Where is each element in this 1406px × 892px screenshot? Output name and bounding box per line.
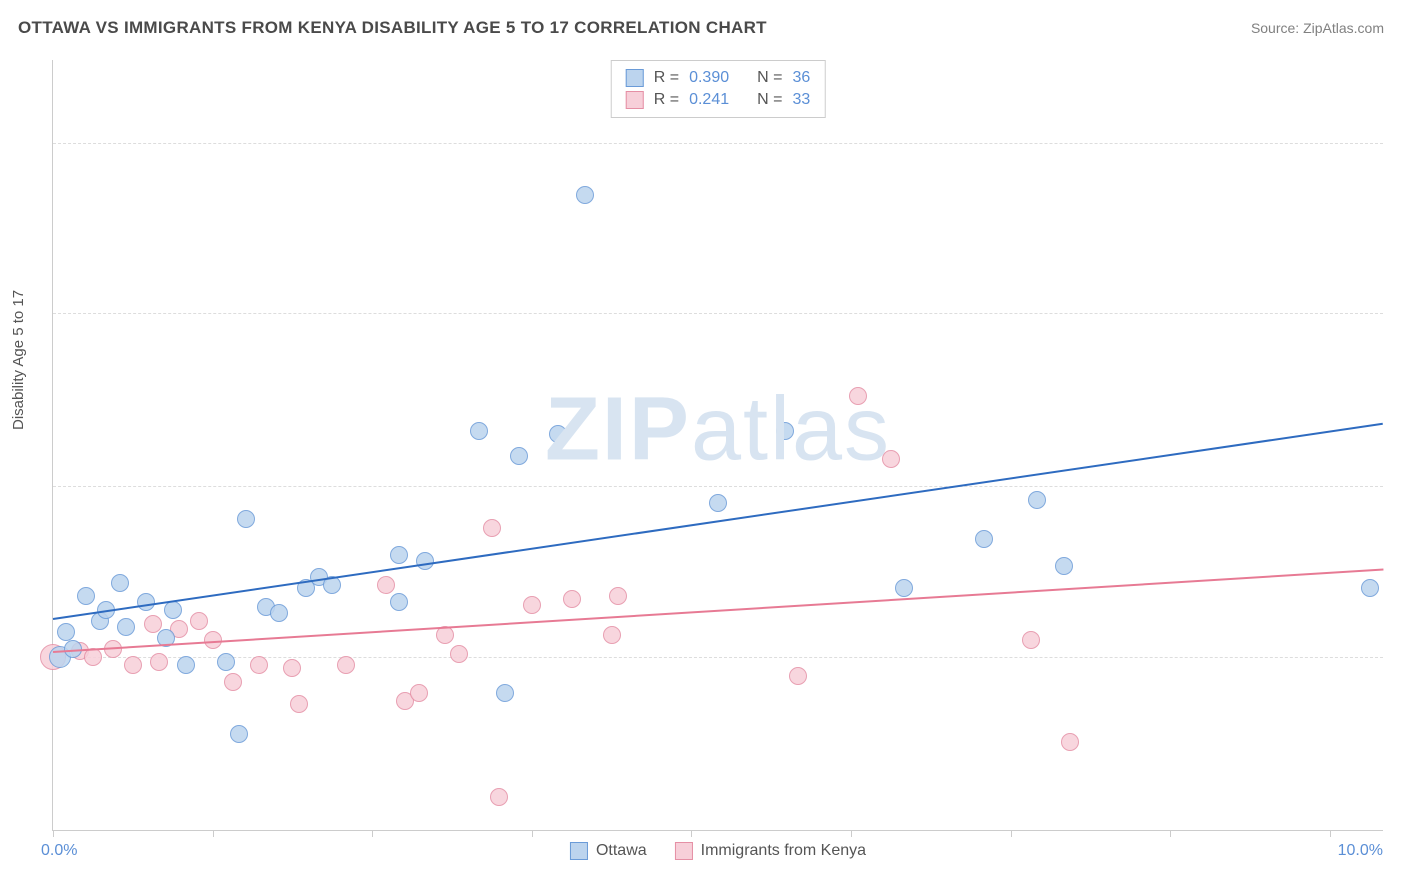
data-point	[77, 587, 95, 605]
source-label: Source:	[1251, 20, 1303, 36]
data-point	[849, 387, 867, 405]
data-point	[416, 552, 434, 570]
x-axis-max-label: 10.0%	[1338, 842, 1383, 860]
data-point	[337, 656, 355, 674]
data-point	[483, 519, 501, 537]
data-point	[1022, 631, 1040, 649]
legend-series: Ottawa Immigrants from Kenya	[570, 842, 866, 860]
source-value: ZipAtlas.com	[1303, 20, 1384, 36]
swatch-ottawa	[626, 69, 644, 87]
x-tick	[532, 830, 533, 837]
n-label: N =	[757, 91, 782, 109]
data-point	[224, 673, 242, 691]
r-label: R =	[654, 91, 679, 109]
data-point	[576, 186, 594, 204]
data-point	[164, 601, 182, 619]
trend-line	[53, 569, 1383, 653]
data-point	[563, 590, 581, 608]
data-point	[450, 645, 468, 663]
data-point	[1055, 557, 1073, 575]
data-point	[117, 618, 135, 636]
data-point	[1061, 733, 1079, 751]
data-point	[250, 656, 268, 674]
x-tick	[372, 830, 373, 837]
n-label: N =	[757, 69, 782, 87]
r-value-kenya: 0.241	[689, 91, 729, 109]
data-point	[1361, 579, 1379, 597]
legend-label-kenya: Immigrants from Kenya	[701, 842, 866, 860]
data-point	[709, 494, 727, 512]
data-point	[496, 684, 514, 702]
x-axis-min-label: 0.0%	[41, 842, 77, 860]
data-point	[882, 450, 900, 468]
data-point	[230, 725, 248, 743]
data-point	[377, 576, 395, 594]
n-value-kenya: 33	[792, 91, 810, 109]
data-point	[490, 788, 508, 806]
data-point	[975, 530, 993, 548]
data-point	[237, 510, 255, 528]
data-point	[283, 659, 301, 677]
legend-stats-row-kenya: R = 0.241 N = 33	[626, 89, 811, 111]
legend-label-ottawa: Ottawa	[596, 842, 647, 860]
data-point	[177, 656, 195, 674]
data-point	[410, 684, 428, 702]
data-point	[523, 596, 541, 614]
data-point	[57, 623, 75, 641]
data-point	[603, 626, 621, 644]
data-point	[470, 422, 488, 440]
data-point	[270, 604, 288, 622]
legend-item-ottawa: Ottawa	[570, 842, 647, 860]
x-tick	[851, 830, 852, 837]
swatch-ottawa-icon	[570, 842, 588, 860]
source-attribution: Source: ZipAtlas.com	[1251, 20, 1384, 36]
data-point	[390, 593, 408, 611]
data-point	[776, 422, 794, 440]
data-point	[217, 653, 235, 671]
data-point	[609, 587, 627, 605]
legend-item-kenya: Immigrants from Kenya	[675, 842, 866, 860]
data-point	[137, 593, 155, 611]
data-point	[290, 695, 308, 713]
data-point	[510, 447, 528, 465]
y-axis-label: Disability Age 5 to 17	[10, 290, 27, 430]
watermark-bold: ZIP	[545, 379, 691, 479]
legend-stats: R = 0.390 N = 36 R = 0.241 N = 33	[611, 60, 826, 118]
data-point	[1028, 491, 1046, 509]
data-point	[390, 546, 408, 564]
data-point	[150, 653, 168, 671]
data-point	[124, 656, 142, 674]
legend-stats-row-ottawa: R = 0.390 N = 36	[626, 67, 811, 89]
swatch-kenya-icon	[675, 842, 693, 860]
plot-area: ZIPatlas R = 0.390 N = 36 R = 0.241 N = …	[52, 60, 1383, 831]
x-tick	[1011, 830, 1012, 837]
n-value-ottawa: 36	[792, 69, 810, 87]
watermark: ZIPatlas	[545, 378, 891, 481]
gridline: 25.0%	[53, 143, 1383, 144]
data-point	[549, 425, 567, 443]
data-point	[895, 579, 913, 597]
gridline: 12.5%	[53, 486, 1383, 487]
x-tick	[1170, 830, 1171, 837]
chart-title: OTTAWA VS IMMIGRANTS FROM KENYA DISABILI…	[18, 18, 767, 38]
x-tick	[213, 830, 214, 837]
data-point	[111, 574, 129, 592]
x-tick	[53, 830, 54, 837]
data-point	[789, 667, 807, 685]
x-tick	[691, 830, 692, 837]
gridline: 18.8%	[53, 313, 1383, 314]
x-tick	[1330, 830, 1331, 837]
r-value-ottawa: 0.390	[689, 69, 729, 87]
data-point	[190, 612, 208, 630]
swatch-kenya	[626, 91, 644, 109]
chart-container: OTTAWA VS IMMIGRANTS FROM KENYA DISABILI…	[0, 0, 1406, 892]
r-label: R =	[654, 69, 679, 87]
